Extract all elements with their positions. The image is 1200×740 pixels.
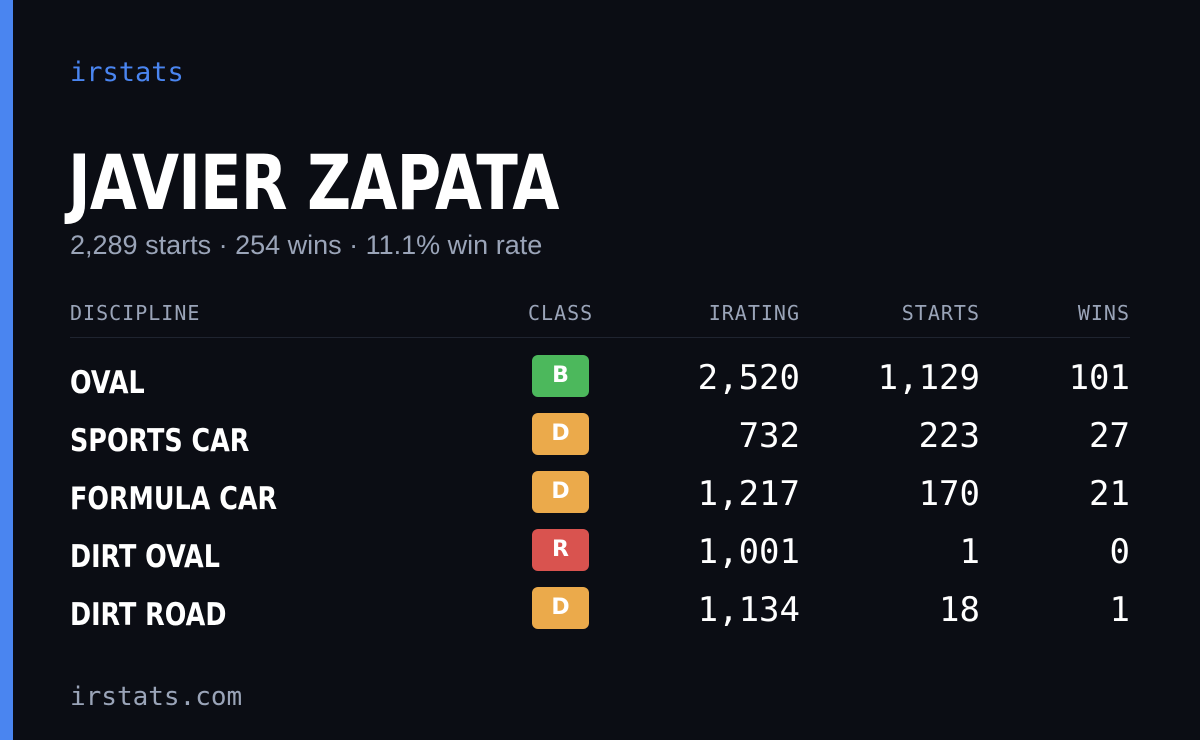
table-row: SPORTS CAR D 732 223 27 [70, 412, 1130, 470]
header-class: CLASS [528, 301, 594, 325]
wins-value: 101 [1068, 358, 1130, 398]
starts-value: 1 [959, 532, 980, 572]
header-starts: STARTS [901, 301, 980, 325]
header-wins: WINS [1077, 301, 1130, 325]
accent-bar [0, 0, 13, 740]
header-discipline: DISCIPLINE [70, 301, 201, 325]
table-row: DIRT OVAL R 1,001 1 0 [70, 528, 1130, 586]
discipline-name: SPORTS CAR [70, 423, 250, 459]
wins-value: 1 [1109, 590, 1130, 630]
irating-value: 1,217 [697, 474, 800, 514]
starts-value: 1,129 [877, 358, 980, 398]
table-row: DIRT ROAD D 1,134 18 1 [70, 586, 1130, 644]
discipline-name: OVAL [70, 365, 145, 401]
starts-value: 170 [918, 474, 980, 514]
wins-value: 0 [1109, 532, 1130, 572]
player-summary: 2,289 starts · 254 wins · 11.1% win rate [70, 230, 543, 260]
discipline-name: DIRT OVAL [70, 539, 220, 575]
brand-logo: irstats [70, 57, 184, 88]
wins-value: 27 [1089, 416, 1130, 456]
header-irating: IRATING [708, 301, 800, 325]
table-header: DISCIPLINE CLASS IRATING STARTS WINS [70, 296, 1130, 338]
class-badge: D [532, 413, 589, 455]
class-badge: R [532, 529, 589, 571]
irating-value: 2,520 [697, 358, 800, 398]
irating-value: 732 [738, 416, 800, 456]
class-badge: B [532, 355, 589, 397]
irating-value: 1,134 [697, 590, 800, 630]
starts-value: 223 [918, 416, 980, 456]
table-body: OVAL B 2,520 1,129 101 SPORTS CAR D 732 … [70, 354, 1130, 644]
class-badge: D [532, 471, 589, 513]
player-name: JAVIER ZAPATA [68, 138, 559, 227]
discipline-name: DIRT ROAD [70, 597, 227, 633]
stats-table: DISCIPLINE CLASS IRATING STARTS WINS OVA… [70, 296, 1130, 644]
class-badge: D [532, 587, 589, 629]
discipline-name: FORMULA CAR [70, 481, 278, 517]
table-row: FORMULA CAR D 1,217 170 21 [70, 470, 1130, 528]
irating-value: 1,001 [697, 532, 800, 572]
footer-url[interactable]: irstats.com [70, 682, 243, 712]
starts-value: 18 [939, 590, 980, 630]
table-row: OVAL B 2,520 1,129 101 [70, 354, 1130, 412]
wins-value: 21 [1089, 474, 1130, 514]
